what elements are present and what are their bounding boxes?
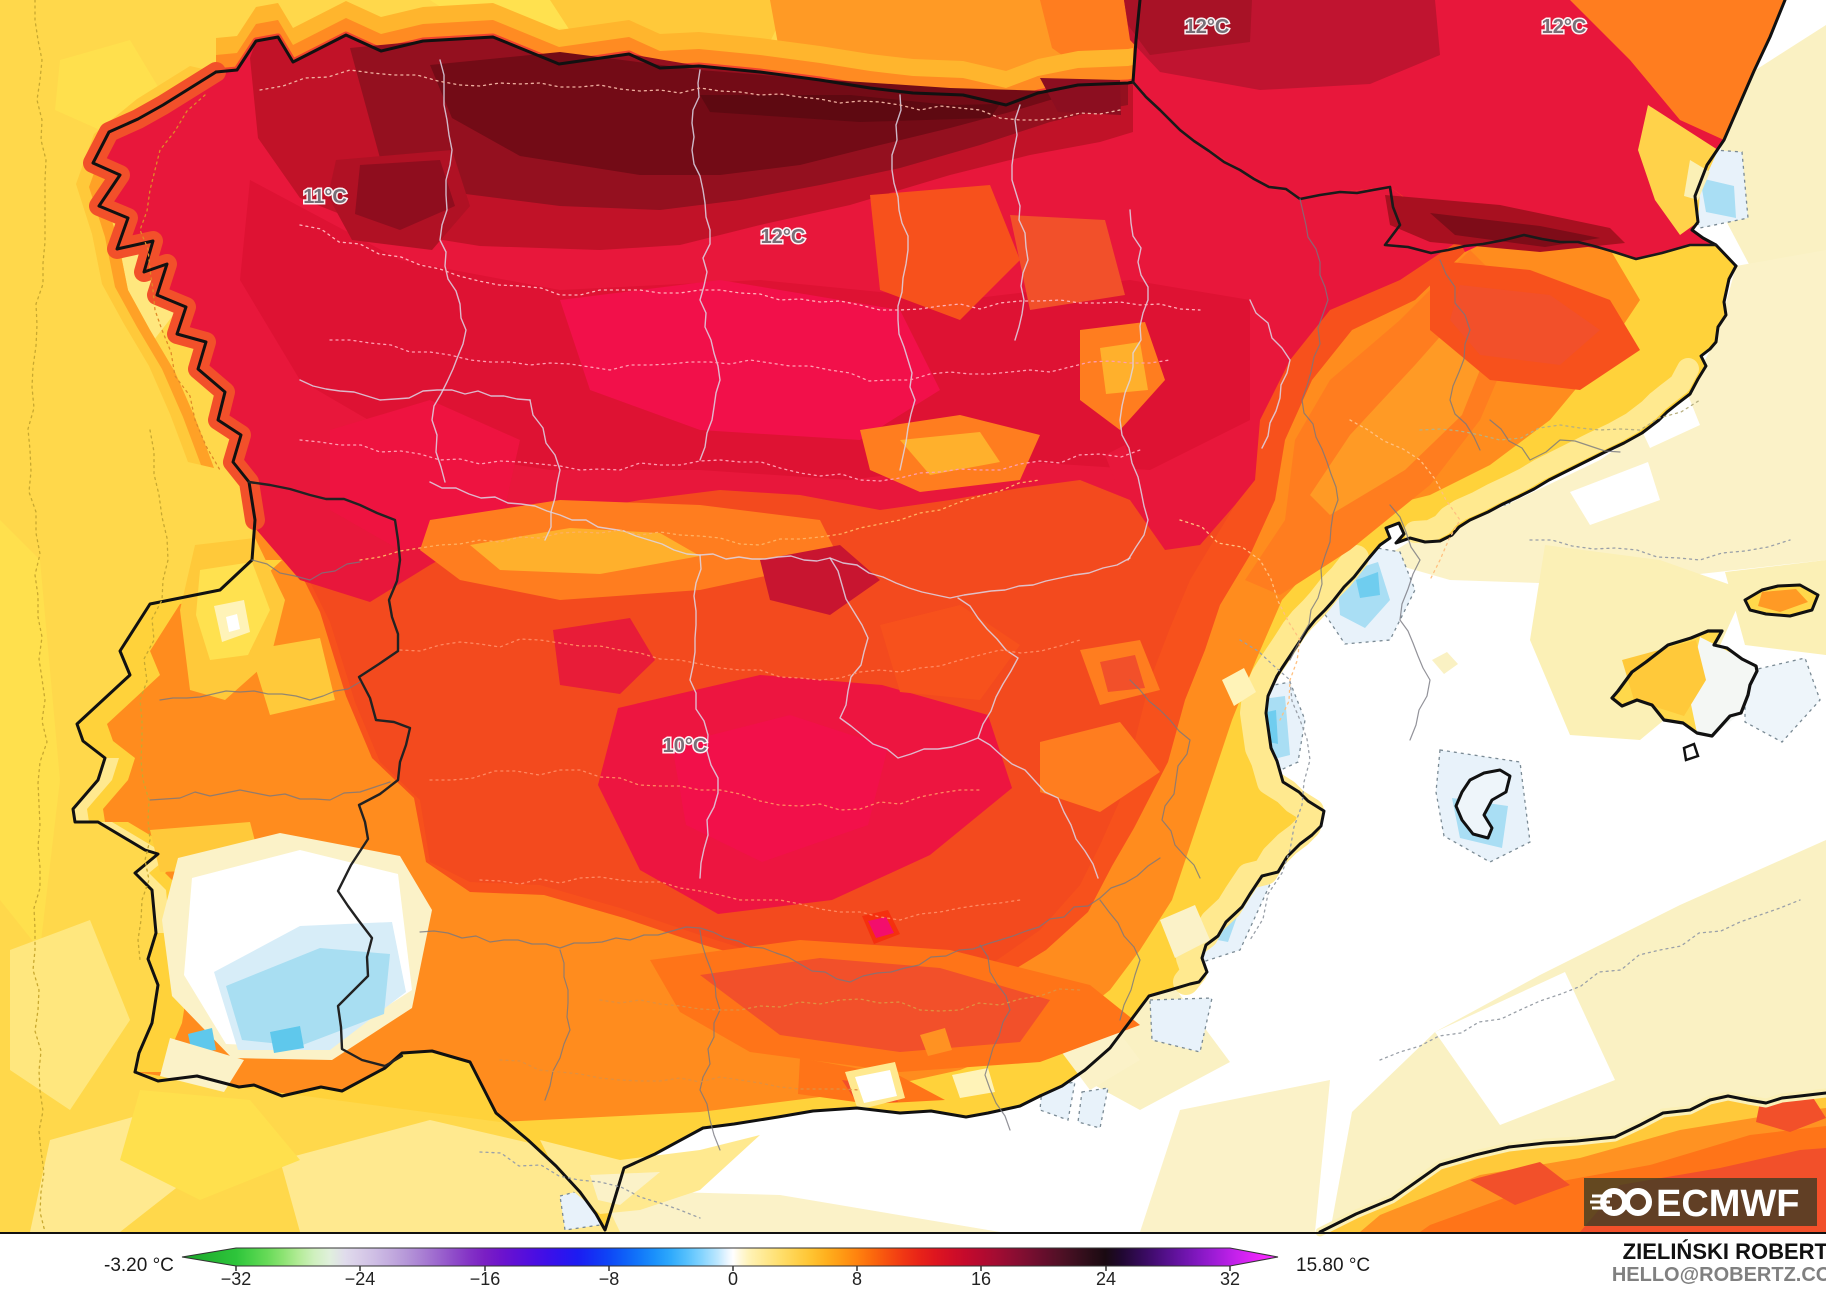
svg-text:ZIELIŃSKI ROBERT: ZIELIŃSKI ROBERT	[1623, 1239, 1826, 1264]
svg-text:ECMWF: ECMWF	[1656, 1183, 1800, 1225]
svg-text:12°C: 12°C	[1185, 16, 1230, 38]
svg-text:16: 16	[971, 1269, 991, 1287]
svg-text:−24: −24	[345, 1269, 376, 1287]
svg-text:12°C: 12°C	[1542, 16, 1587, 38]
svg-text:24: 24	[1096, 1269, 1116, 1287]
svg-text:HELLO@ROBERTZ.COM: HELLO@ROBERTZ.COM	[1612, 1264, 1826, 1286]
svg-text:0: 0	[728, 1269, 738, 1287]
svg-text:−32: −32	[221, 1269, 252, 1287]
svg-text:12°C: 12°C	[761, 226, 806, 248]
svg-text:10°C: 10°C	[663, 735, 708, 757]
svg-text:8: 8	[852, 1269, 862, 1287]
svg-text:32: 32	[1220, 1269, 1240, 1287]
svg-text:-3.20 °C: -3.20 °C	[104, 1255, 174, 1276]
svg-text:15.80 °C: 15.80 °C	[1296, 1255, 1370, 1276]
svg-text:11°C: 11°C	[303, 186, 347, 208]
svg-text:−16: −16	[470, 1269, 501, 1287]
svg-text:−8: −8	[599, 1269, 620, 1287]
